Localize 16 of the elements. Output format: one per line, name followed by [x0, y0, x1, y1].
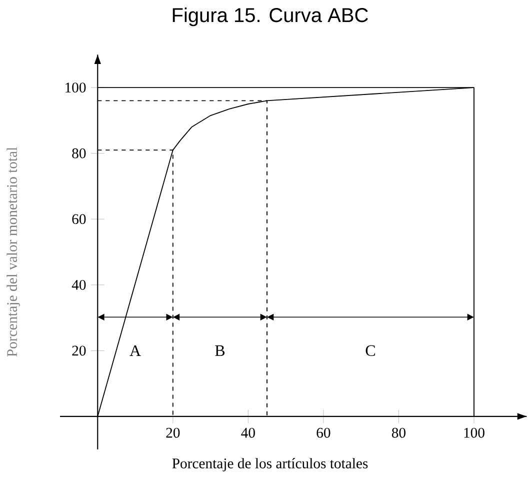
- y-tick-label: 80: [72, 148, 86, 158]
- chart-title: Figura 15. Curva ABC: [172, 8, 368, 26]
- x-tick-label: 60: [316, 428, 330, 438]
- y-axis-title: Porcentaje del valor monetario total: [6, 147, 20, 357]
- annotation: C: [366, 345, 375, 356]
- annotation: B: [215, 346, 225, 356]
- x-tick-label: 20: [166, 428, 180, 438]
- x-tick-label: 80: [392, 428, 406, 438]
- x-tick-label: 40: [241, 428, 255, 438]
- x-tick-label: 100: [464, 428, 484, 438]
- y-tick-label: 60: [72, 214, 86, 224]
- annotation: A: [130, 346, 141, 356]
- y-tick-label: 100: [66, 82, 86, 93]
- y-tick-label: 40: [72, 280, 86, 290]
- y-tick-label: 20: [72, 346, 86, 356]
- x-axis-title: Porcentaje de los artículos totales: [172, 458, 368, 472]
